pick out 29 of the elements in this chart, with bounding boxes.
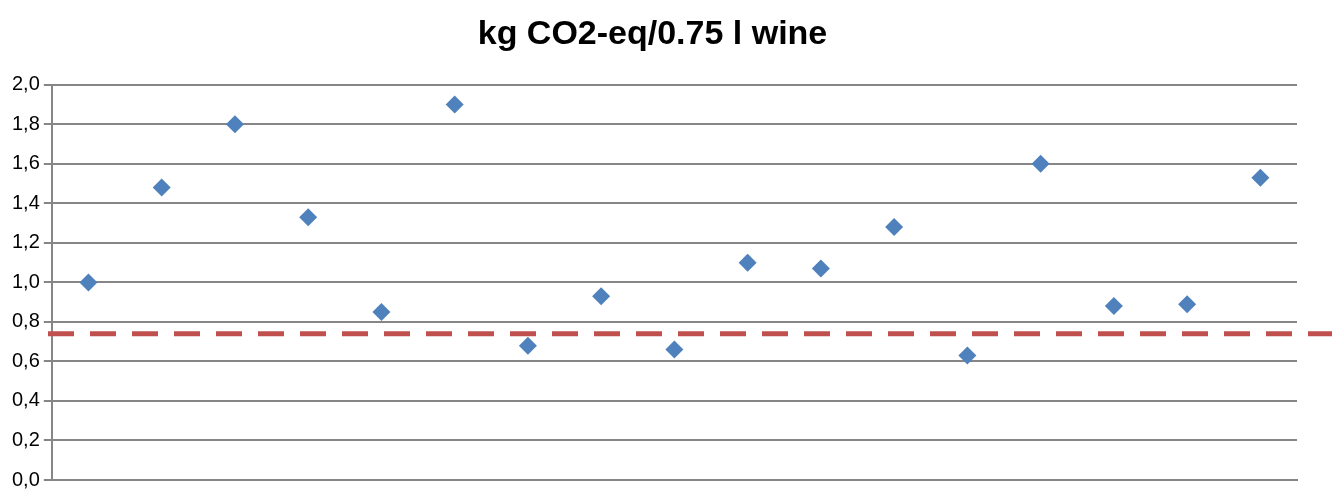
point <box>79 273 98 292</box>
point <box>152 178 171 197</box>
y-tick-label: 1,0 <box>11 269 40 292</box>
chart-title: kg CO2-eq/0.75 l wine <box>477 12 828 51</box>
point <box>445 95 464 114</box>
y-tick-label: 0,8 <box>11 309 40 332</box>
y-tick-label: 1,2 <box>11 230 40 253</box>
point <box>1251 168 1270 187</box>
point <box>299 208 318 227</box>
y-tick-label: 0,0 <box>11 467 40 490</box>
point <box>225 115 244 134</box>
y-tick-label: 1,6 <box>11 151 40 174</box>
y-tick-label: 0,4 <box>11 388 40 411</box>
point <box>1104 297 1123 316</box>
y-tick-label: 0,6 <box>11 348 40 371</box>
point <box>885 218 904 237</box>
y-tick-label: 2,0 <box>11 72 40 95</box>
point <box>1031 154 1050 173</box>
point <box>592 287 611 306</box>
point <box>958 346 977 365</box>
y-tick-label: 1,8 <box>11 111 40 134</box>
point <box>665 340 684 359</box>
y-tick-label: 0,2 <box>11 428 40 450</box>
point <box>1178 295 1197 314</box>
point <box>811 259 830 278</box>
point <box>518 336 537 355</box>
point <box>738 253 757 272</box>
point <box>372 303 391 322</box>
y-tick-label: 1,4 <box>11 190 40 213</box>
